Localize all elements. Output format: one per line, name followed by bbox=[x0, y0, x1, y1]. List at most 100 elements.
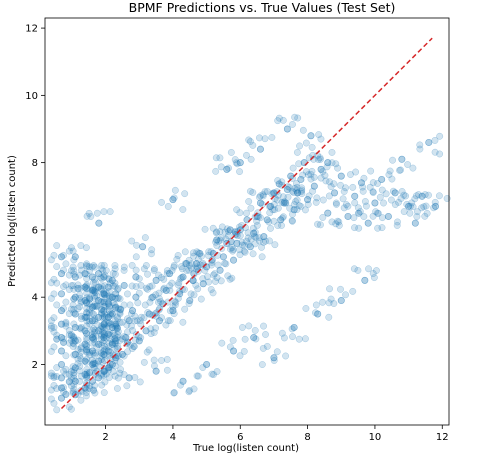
scatter-point bbox=[312, 198, 320, 206]
scatter-point bbox=[111, 372, 119, 380]
scatter-point bbox=[98, 322, 106, 330]
scatter-point bbox=[285, 183, 293, 191]
scatter-point bbox=[74, 346, 82, 354]
scatter-point bbox=[325, 192, 333, 200]
scatter-point bbox=[88, 263, 96, 271]
scatter-point bbox=[140, 265, 148, 273]
scatter-point bbox=[314, 220, 322, 228]
scatter-point bbox=[299, 126, 307, 134]
scatter-point bbox=[83, 300, 91, 307]
scatter-point bbox=[257, 214, 264, 222]
scatter-point bbox=[430, 204, 438, 212]
scatter-point bbox=[50, 399, 58, 407]
scatter-point bbox=[83, 275, 91, 283]
scatter-point bbox=[334, 217, 342, 225]
scatter-point bbox=[302, 305, 310, 312]
scatter-point bbox=[98, 341, 105, 349]
scatter-point bbox=[120, 333, 128, 341]
scatter-point bbox=[190, 252, 197, 260]
scatter-point bbox=[166, 286, 174, 294]
scatter-point bbox=[236, 246, 243, 254]
scatter-point bbox=[275, 180, 283, 188]
scatter-point bbox=[271, 241, 279, 249]
scatter-point bbox=[266, 237, 273, 245]
scatter-point bbox=[328, 148, 336, 156]
scatter-point bbox=[104, 283, 112, 291]
scatter-point bbox=[298, 184, 306, 192]
scatter-point bbox=[62, 318, 70, 326]
scatter-point bbox=[83, 309, 91, 317]
scatter-point bbox=[224, 232, 232, 240]
scatter-point bbox=[169, 303, 177, 311]
scatter-point bbox=[76, 367, 84, 375]
scatter-point bbox=[119, 318, 126, 326]
scatter-point bbox=[256, 145, 264, 153]
scatter-point bbox=[136, 378, 144, 386]
scatter-point bbox=[398, 155, 406, 163]
scatter-point bbox=[400, 191, 408, 199]
scatter-point bbox=[57, 384, 65, 392]
scatter-point bbox=[194, 285, 202, 293]
scatter-point bbox=[120, 352, 128, 360]
scatter-point bbox=[70, 267, 78, 275]
scatter-point bbox=[47, 324, 55, 332]
scatter-point bbox=[131, 317, 139, 325]
scatter-point bbox=[91, 382, 99, 389]
scatter-point bbox=[116, 295, 124, 303]
scatter-point bbox=[83, 381, 91, 389]
scatter-point bbox=[278, 178, 286, 186]
scatter-point bbox=[91, 369, 99, 377]
x-tick-label: 12 bbox=[436, 432, 449, 443]
scatter-point bbox=[317, 135, 325, 143]
scatter-point bbox=[57, 253, 65, 261]
scatter-point bbox=[279, 213, 287, 221]
scatter-point bbox=[259, 344, 267, 352]
scatter-point bbox=[213, 242, 221, 250]
scatter-point bbox=[280, 334, 288, 342]
scatter-point bbox=[107, 335, 115, 343]
scatter-point bbox=[280, 198, 288, 206]
scatter-point bbox=[198, 252, 206, 260]
scatter-point bbox=[101, 294, 109, 302]
scatter-point bbox=[85, 369, 93, 377]
scatter-point bbox=[181, 305, 189, 313]
scatter-point bbox=[101, 324, 109, 332]
scatter-point bbox=[57, 360, 65, 368]
scatter-point bbox=[101, 332, 109, 340]
scatter-point bbox=[292, 198, 300, 205]
scatter-point bbox=[83, 355, 91, 363]
scatter-point bbox=[100, 313, 108, 321]
scatter-point bbox=[83, 281, 91, 289]
scatter-point bbox=[225, 164, 232, 172]
scatter-point bbox=[113, 325, 121, 333]
scatter-point bbox=[107, 320, 115, 328]
scatter-point bbox=[88, 303, 96, 311]
scatter-point bbox=[86, 295, 94, 303]
scatter-point bbox=[211, 270, 219, 278]
scatter-point bbox=[163, 270, 171, 277]
scatter-point bbox=[53, 279, 61, 287]
scatter-point bbox=[57, 374, 65, 382]
scatter-point bbox=[374, 224, 382, 232]
scatter-point bbox=[210, 371, 218, 378]
scatter-point bbox=[305, 192, 313, 200]
scatter-point bbox=[147, 294, 155, 302]
scatter-point bbox=[293, 196, 301, 204]
x-tick-label: 8 bbox=[304, 432, 310, 443]
scatter-point bbox=[147, 325, 155, 333]
scatter-point bbox=[57, 394, 65, 402]
scatter-point bbox=[50, 382, 58, 389]
scatter-point bbox=[131, 312, 139, 320]
scatter-point bbox=[90, 387, 98, 394]
scatter-point bbox=[67, 267, 75, 275]
scatter-point bbox=[111, 262, 119, 269]
scatter-point bbox=[257, 192, 264, 200]
scatter-point bbox=[100, 389, 108, 397]
scatter-point bbox=[113, 385, 121, 392]
scatter-point bbox=[362, 202, 370, 210]
scatter-point bbox=[263, 216, 271, 224]
scatter-point bbox=[83, 322, 91, 330]
scatter-point bbox=[78, 312, 85, 320]
scatter-point bbox=[158, 198, 165, 206]
scatter-point bbox=[67, 336, 75, 344]
